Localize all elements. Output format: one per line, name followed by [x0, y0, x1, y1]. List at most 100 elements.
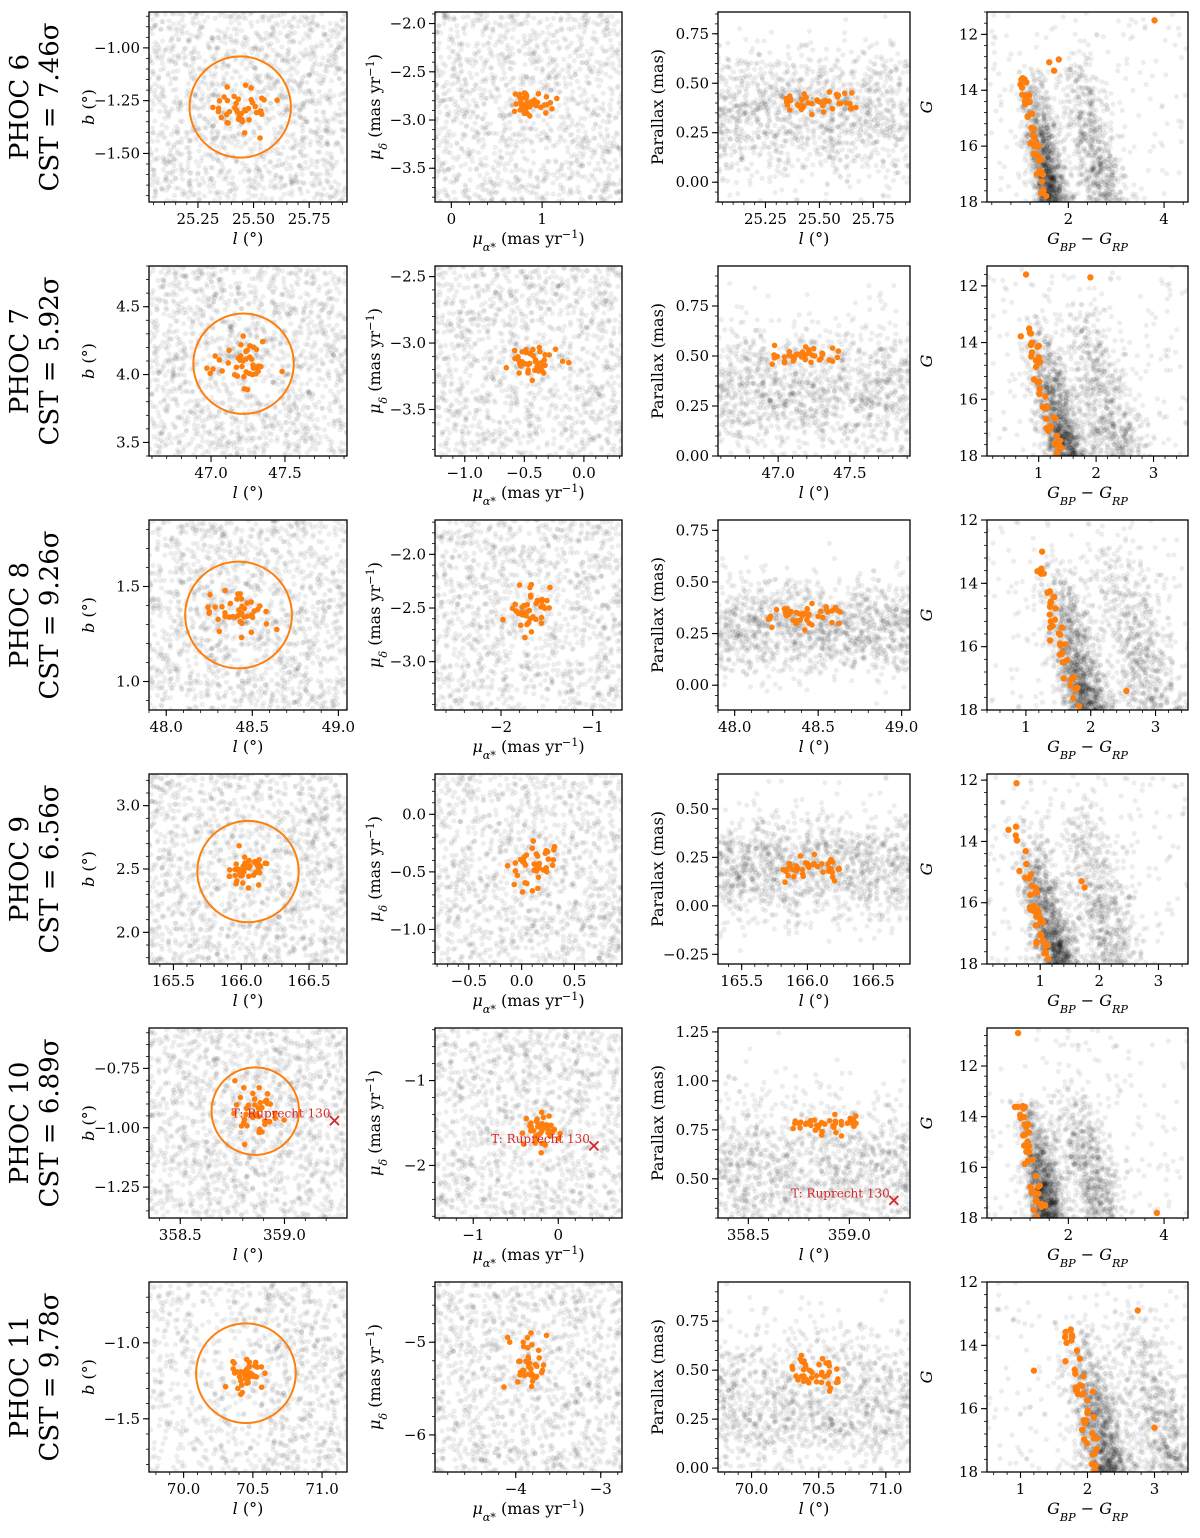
row6-sky-panel-field-star — [288, 72, 294, 78]
row6-sky-panel-field-star — [325, 140, 331, 146]
row6-sky-panel-field-star — [279, 58, 285, 64]
row6-pm-panel-field-star — [517, 117, 524, 124]
row6-pm-panel-field-star — [451, 117, 457, 123]
row6-sky-panel-field-star — [267, 183, 273, 189]
row6-sky-panel-field-star — [326, 180, 332, 186]
row6-pm-panel-field-star — [518, 119, 524, 125]
row6-sky-panel-field-star — [341, 24, 347, 31]
row6-cmd-panel-field-star — [1046, 204, 1051, 209]
row6-sky-panel-field-star — [324, 150, 330, 156]
row6-parallax-panel-field-star — [896, 136, 902, 142]
row6-pm-panel-field-star — [587, 138, 593, 144]
row6-sky-panel-field-star — [329, 62, 335, 68]
row6-pm-panel-field-star — [453, 109, 459, 115]
row6-pm-panel-field-star — [567, 13, 573, 19]
row6-sky-panel-ytick-label: −1.00 — [94, 39, 140, 57]
row6-sky-panel-field-star — [172, 175, 179, 182]
row6-sky-panel-field-star — [206, 44, 213, 51]
row6-sky-panel-field-star — [209, 136, 216, 142]
row6-pm-panel-field-star — [488, 94, 495, 100]
row6-pm-panel-field-star — [501, 70, 507, 76]
row6-sky-panel-field-star — [151, 171, 158, 178]
row6-sky-panel-field-star — [297, 114, 303, 120]
row6-parallax-panel-field-star — [883, 58, 889, 64]
row6-pm-panel-field-star — [583, 100, 589, 106]
row6-pm-panel-field-star — [538, 167, 544, 173]
row6-parallax-panel-field-star — [875, 112, 881, 118]
row6-parallax-panel-field-star — [851, 74, 857, 80]
row6-sky-panel-field-star — [173, 61, 179, 67]
row6-sky-panel-field-star — [213, 81, 220, 87]
row6-parallax-panel-field-star — [816, 87, 822, 94]
row6-parallax-panel-field-star — [727, 118, 734, 125]
row6-pm-panel-field-star — [497, 33, 504, 39]
row6-pm-panel-field-star — [551, 172, 557, 178]
row6-sky-panel-field-star — [183, 145, 190, 151]
row6-sky-panel-field-star — [213, 128, 220, 134]
row6-pm-panel-field-star — [579, 154, 585, 160]
row6-sky-panel-field-star — [187, 138, 193, 144]
row6-sky-panel-field-star — [153, 157, 159, 163]
row6-pm-panel-field-star — [456, 106, 463, 112]
row6-pm-panel-field-star — [464, 89, 470, 95]
row6-sky-panel-field-star — [266, 116, 272, 122]
row6-sky-panel-field-star — [246, 175, 252, 182]
row6-pm-panel-field-star — [543, 145, 549, 151]
row6-pm-panel-field-star — [435, 115, 440, 121]
row6-sky-panel-field-star — [311, 62, 317, 68]
row6-pm-panel-field-star — [566, 191, 572, 197]
row6-pm-panel-field-star — [546, 158, 552, 165]
row6-sky-panel-field-star — [188, 75, 194, 82]
row6-pm-panel-field-star — [614, 190, 620, 197]
row6-pm-panel-field-star — [599, 105, 606, 112]
row6-parallax-panel-field-star — [753, 61, 759, 67]
row6-sky-panel-field-star — [284, 155, 291, 161]
row6-sky-panel-field-star — [149, 125, 156, 131]
row6-pm-panel-field-star — [530, 75, 536, 81]
row6-parallax-panel-field-star — [767, 50, 773, 56]
row6-pm-panel-field-star — [444, 138, 450, 144]
row6-sky-panel-field-star — [217, 195, 223, 201]
row6-pm-panel-field-star — [528, 125, 534, 132]
row6-sky-panel-field-star — [167, 147, 174, 153]
row6-sky-panel-field-star — [245, 37, 251, 43]
row6-pm-panel-field-star — [435, 134, 438, 140]
row6-parallax-panel-field-star — [775, 163, 781, 169]
row6-pm-panel-field-star — [509, 45, 515, 51]
row6-pm-panel-field-star — [533, 191, 539, 197]
row6-parallax-panel-field-star — [856, 153, 862, 159]
row6-parallax-panel-field-star — [880, 158, 887, 165]
row6-sky-panel-field-star — [284, 132, 290, 138]
row6-parallax-panel-member-star — [841, 90, 848, 96]
row6-pm-panel-field-star — [540, 197, 546, 202]
row6-pm-panel-field-star — [609, 53, 615, 59]
row6-pm-panel-field-star — [465, 146, 472, 153]
row6-sky-panel-field-star — [218, 38, 224, 44]
row6-sky-panel-field-star — [153, 188, 159, 195]
row6-pm-panel-field-star — [607, 85, 613, 91]
row6-pm-panel-field-star — [494, 39, 501, 45]
row6-parallax-panel-field-star — [848, 49, 854, 55]
row6-sky-panel-field-star — [297, 85, 303, 91]
row6-sky-panel-field-star — [306, 71, 313, 78]
row6-parallax-panel-field-star — [772, 189, 778, 196]
row6-sky-panel-field-star — [315, 21, 321, 27]
row6-sky-panel-member-star — [224, 97, 231, 104]
row6-parallax-panel-field-star — [720, 136, 726, 142]
row6-sky-panel-field-star — [247, 80, 253, 86]
row6-sky-panel-member-star — [234, 109, 241, 115]
row6-sky-panel-field-star — [165, 184, 171, 190]
row6-pm-panel-field-star — [444, 111, 450, 117]
row6-sky-panel-field-star — [191, 45, 198, 51]
row6-sky-panel-field-star — [262, 106, 268, 112]
row6-sky-panel-field-star — [185, 158, 191, 165]
row6-sky-panel-field-star — [288, 181, 294, 188]
row6-sky-panel-field-star — [149, 159, 154, 165]
row6-pm-panel-field-star — [435, 126, 440, 132]
row6-pm-panel-field-star — [591, 188, 597, 194]
row6-pm-panel-field-star — [613, 130, 619, 136]
row6-parallax-panel-field-star — [719, 129, 725, 135]
row6-sky-panel-field-star — [155, 155, 161, 161]
row6-pm-panel-field-star — [512, 131, 519, 138]
row6-sky-panel-field-star — [309, 14, 315, 21]
